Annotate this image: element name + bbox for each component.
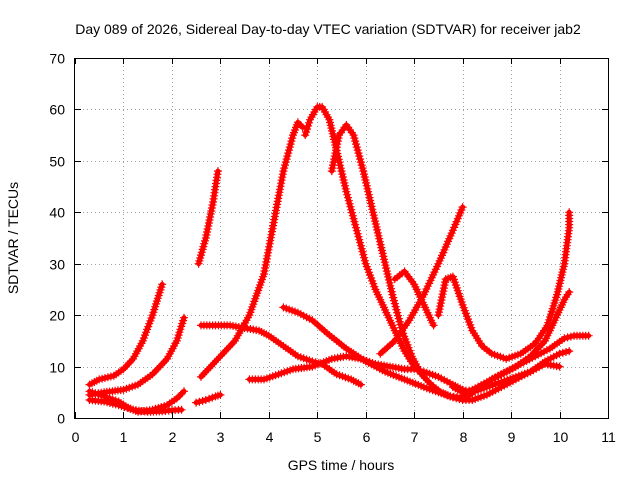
plus-markers [85,387,188,416]
x-tick-label: 1 [120,429,128,445]
y-tick-label: 70 [49,51,65,67]
y-tick-label: 50 [49,154,65,170]
series-s13 [376,203,467,358]
plus-markers [194,167,222,268]
series-s9 [197,321,365,389]
series-s16 [448,288,574,397]
series-s15 [434,208,574,363]
y-tick-label: 60 [49,102,65,118]
x-tick-label: 7 [411,429,419,445]
series-s4 [85,387,188,416]
x-tick-label: 5 [314,429,322,445]
series-s1 [85,280,167,389]
plus-markers [390,267,438,330]
series-s5 [194,167,222,268]
series-s6 [192,390,225,407]
plus-markers [434,208,574,363]
plus-markers [448,288,574,397]
x-tick-label: 4 [266,429,274,445]
y-tick-label: 30 [49,257,65,273]
y-tick-label: 10 [49,360,65,376]
plus-markers [197,321,365,389]
plot-frame [74,58,609,419]
data-series [85,102,593,416]
plus-markers [192,390,225,407]
x-axis-label: GPS time / hours [288,457,395,473]
series-track [198,119,306,380]
series-s2 [85,313,188,399]
grid-lines [75,58,608,418]
plus-markers [197,118,307,381]
x-tick-label: 11 [601,429,616,445]
y-tick-label: 0 [57,411,65,427]
x-tick-label: 8 [460,429,468,445]
series-s8 [301,102,428,379]
plus-markers [85,280,167,389]
x-tick-label: 2 [169,429,177,445]
x-tick-label: 9 [508,429,516,445]
series-s7 [197,118,307,381]
axes: 0 1 2 3 4 5 6 7 8 9 10 11 0 10 20 30 40 50 60 70 [49,51,616,446]
plus-markers [376,203,467,358]
y-axis-label: SDTVAR / TECUs [5,182,21,294]
series-s14 [390,267,438,330]
x-tick-label: 6 [363,429,371,445]
y-tick-label: 20 [49,308,65,324]
plus-markers [301,102,428,379]
x-tick-label: 0 [72,429,80,445]
x-tick-label: 10 [553,429,569,445]
x-tick-label: 3 [217,429,225,445]
y-tick-label: 40 [49,205,65,221]
chart-title: Day 089 of 2026, Sidereal Day-to-day VTE… [75,21,581,37]
